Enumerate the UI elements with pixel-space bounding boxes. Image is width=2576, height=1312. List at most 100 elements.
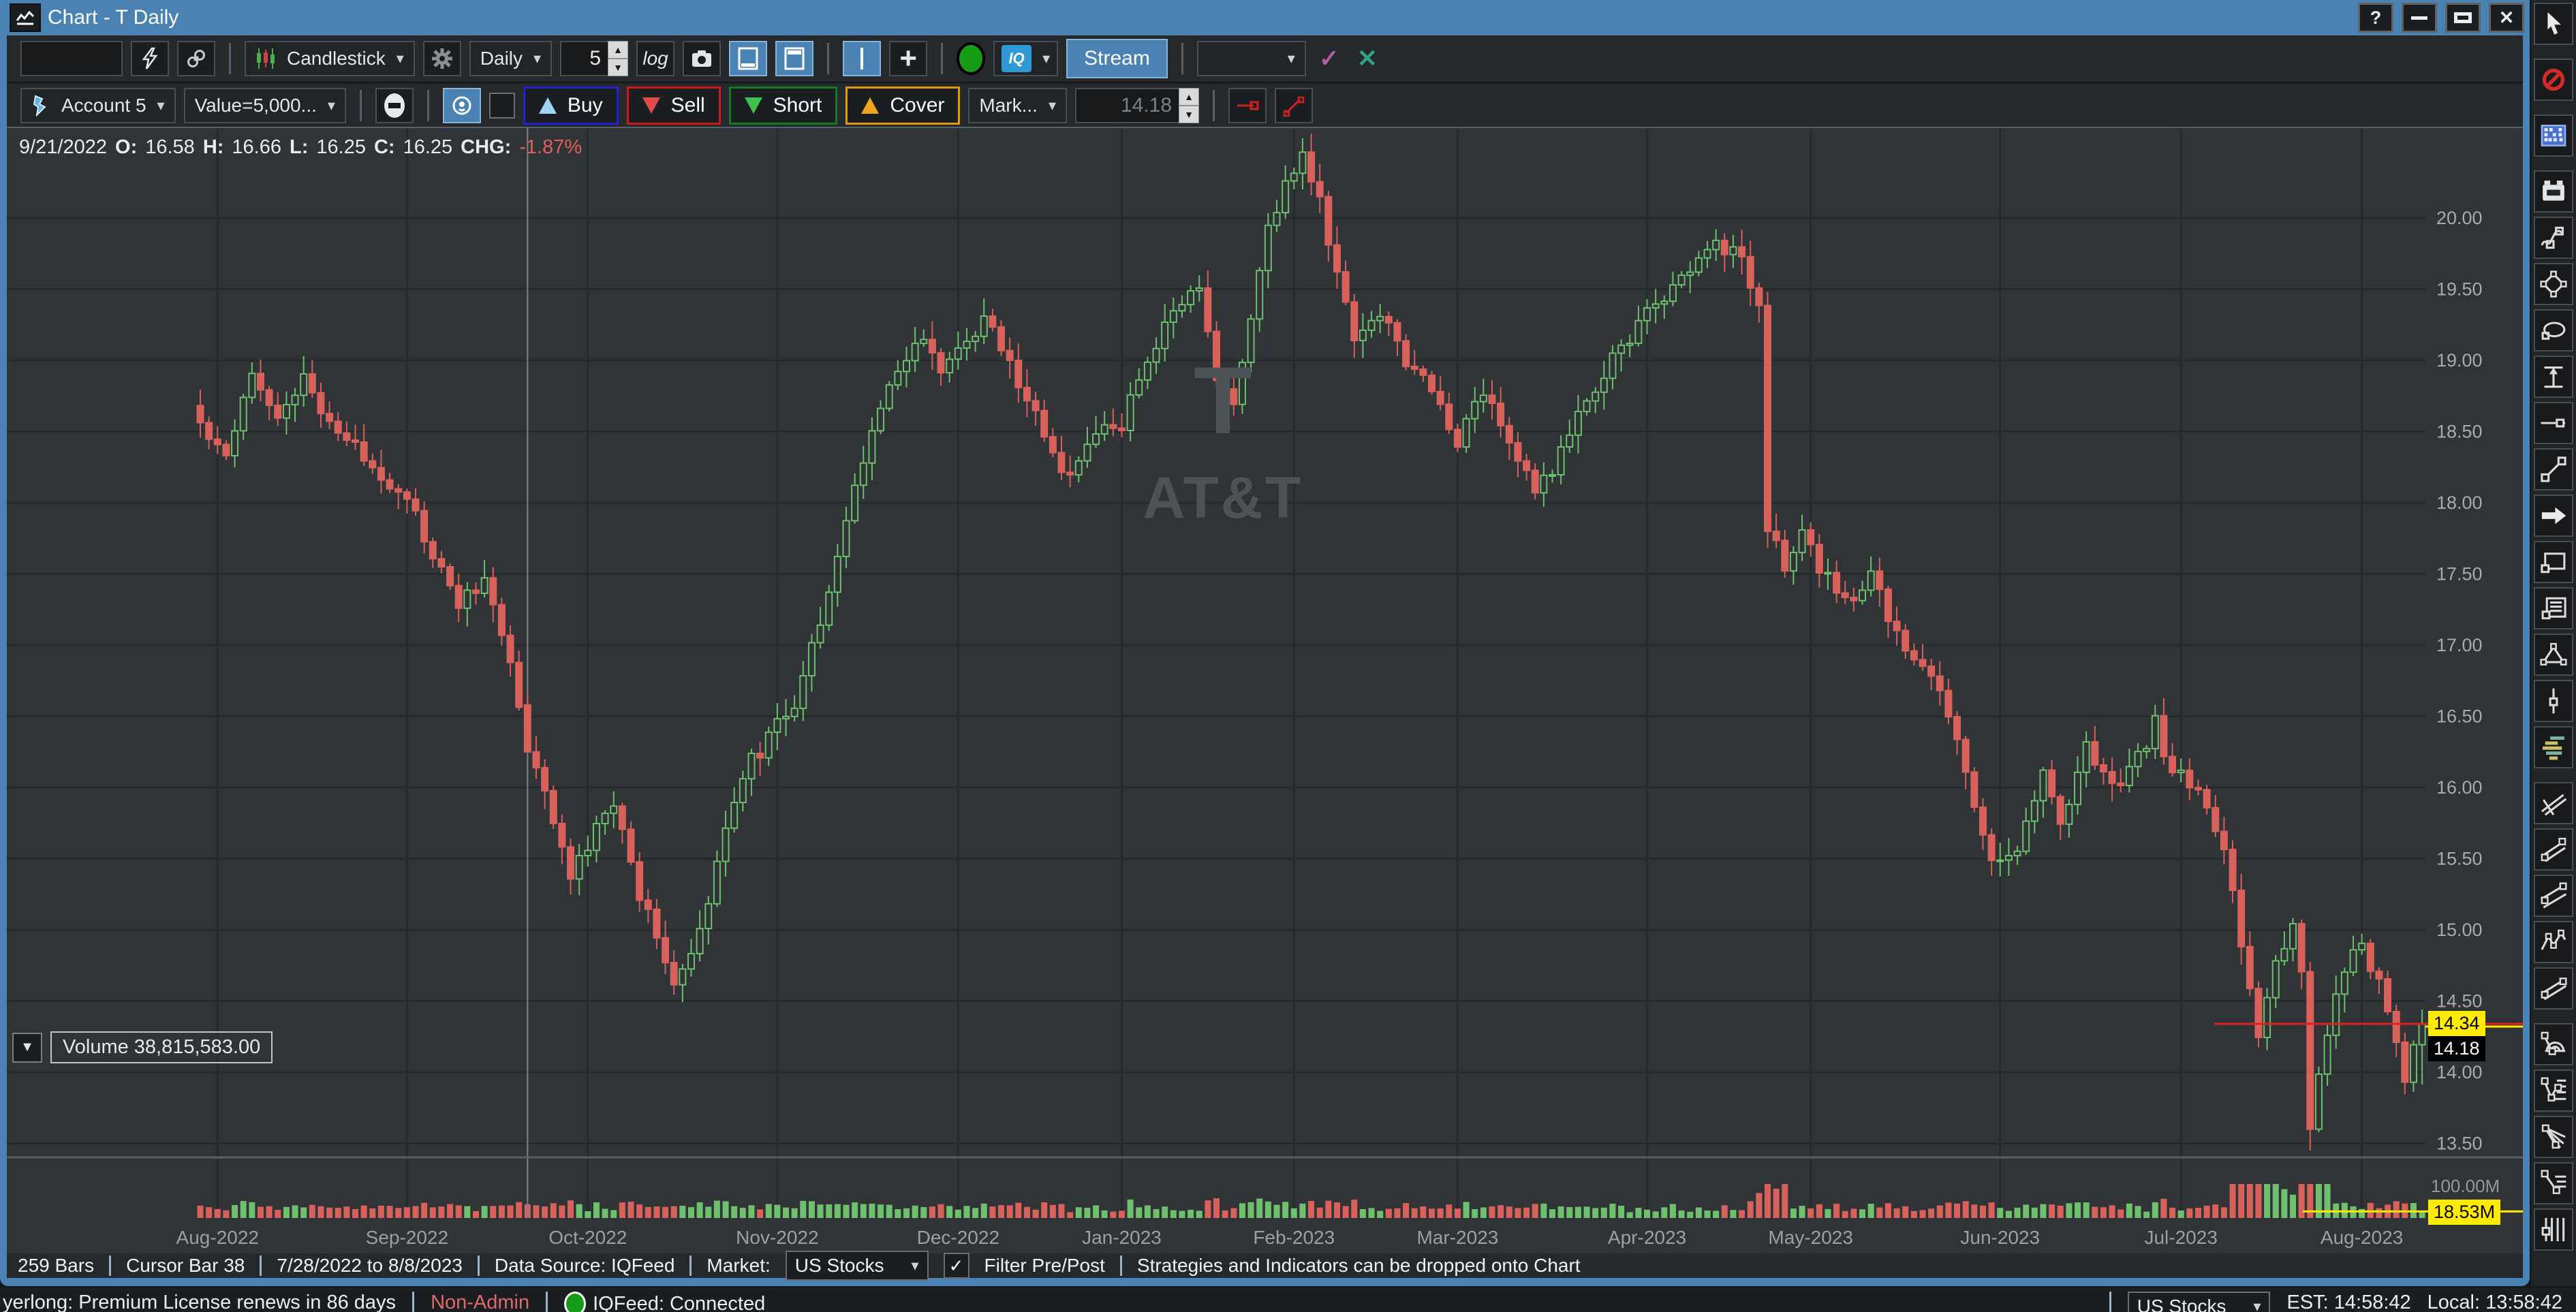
market-label: Market: (707, 1255, 771, 1276)
est-time: EST: 14:58:42 (2286, 1292, 2411, 1312)
divider (827, 43, 830, 74)
channel-tool[interactable] (2534, 967, 2573, 1010)
discard-button[interactable]: ✕ (1356, 44, 1378, 72)
arrow-tool[interactable] (2534, 495, 2573, 537)
polygon-tool[interactable] (2534, 263, 2573, 305)
chart-area[interactable]: 20.00 19.50 19.00 18.50 18.00 17.50 17.00 16.50… (7, 128, 2523, 1253)
position-size-dropdown[interactable]: Value=5,000... ▾ (183, 88, 346, 123)
close-button[interactable]: ✕ (2489, 3, 2524, 33)
svg-text:Mar-2023: Mar-2023 (1417, 1227, 1499, 1248)
main-toolbar: Candlestick ▾ Daily ▾ 5 ▲ ▼ log + (7, 35, 2523, 83)
vertical-cursor-icon (860, 48, 864, 69)
maximize-icon (2454, 12, 2472, 23)
diagonal-order-line-button[interactable] (1275, 88, 1314, 123)
ohlc-low-label: L: (290, 136, 309, 158)
trend-channel-tool[interactable] (2534, 875, 2573, 917)
vertical-line-tool[interactable] (2534, 680, 2573, 722)
log-scale-button[interactable]: log (636, 41, 675, 76)
ellipse-tool[interactable] (2534, 309, 2573, 352)
svg-text:18.50: 18.50 (2436, 422, 2483, 442)
order-line-icon (1237, 101, 1259, 110)
data-window-button[interactable] (775, 41, 814, 76)
sell-button[interactable]: Sell (626, 87, 721, 125)
symbol-input[interactable] (20, 41, 123, 76)
reload-button[interactable] (131, 41, 169, 76)
show-orders-button[interactable] (442, 88, 481, 123)
matrix-tool[interactable] (2534, 114, 2573, 157)
parallel-lines-icon (2541, 837, 2566, 862)
horizontal-order-line-button[interactable] (1228, 88, 1267, 123)
bars-spinner[interactable]: 5 ▲ ▼ (560, 41, 629, 76)
sell-arrow-icon (642, 97, 660, 114)
fib-timezones-tool[interactable] (2534, 1208, 2573, 1251)
short-button[interactable]: Short (728, 87, 838, 125)
triangle-tool[interactable] (2534, 634, 2573, 676)
flatten-button[interactable] (375, 88, 414, 123)
app-market-dropdown[interactable]: US Stocks ▾ (2127, 1292, 2271, 1312)
indicator-dropdown[interactable]: ▾ (1196, 41, 1306, 76)
rectangle-tool[interactable] (2534, 541, 2573, 583)
pointer-tool[interactable] (2534, 3, 2573, 45)
crosshair-button[interactable] (843, 41, 882, 76)
ohlc-readout: 9/21/2022 O: 16.58 H: 16.66 L: 16.25 C: 16.2… (19, 136, 582, 159)
market-dropdown[interactable]: US Stocks ▾ (785, 1251, 929, 1281)
spin-up-icon[interactable]: ▲ (608, 41, 629, 59)
ohlc-open-label: O: (115, 136, 138, 158)
datafeed-dropdown[interactable]: IQ ▾ (993, 41, 1059, 76)
parallel-lines-tool[interactable] (2534, 828, 2573, 871)
trendline-tool[interactable] (2534, 448, 2573, 490)
trade-checkbox[interactable] (488, 93, 515, 119)
spin-down-icon[interactable]: ▼ (608, 59, 629, 76)
fib-extension-tool[interactable] (2534, 1162, 2573, 1204)
link-button[interactable] (177, 41, 215, 76)
zigzag-tool[interactable] (2534, 921, 2573, 963)
cover-button[interactable]: Cover (845, 87, 961, 125)
ohlc-date: 9/21/2022 (19, 136, 108, 158)
chart-window-icon (10, 3, 41, 32)
minimize-button[interactable] (2402, 3, 2437, 33)
fib-retracement-tool[interactable] (2534, 1069, 2573, 1112)
battery-tool[interactable] (2534, 170, 2573, 213)
help-button[interactable]: ? (2358, 3, 2393, 33)
battery-icon (2543, 181, 2564, 201)
chevron-down-icon: ▾ (1042, 50, 1051, 67)
apply-button[interactable]: ✓ (1318, 44, 1339, 72)
maximize-button[interactable] (2445, 3, 2481, 33)
spin-up-icon[interactable]: ▲ (1179, 88, 1200, 106)
chevron-down-icon: ▾ (1287, 50, 1295, 67)
volume-pane-collapse-button[interactable]: ▼ (12, 1032, 42, 1063)
pitchfork-tool[interactable] (2534, 782, 2573, 824)
title-bar[interactable]: Chart - T Daily ? ✕ (0, 0, 2530, 35)
note-tool[interactable] (2534, 587, 2573, 629)
snapshot-button[interactable] (683, 41, 721, 76)
fib-fan-tool[interactable] (2534, 1116, 2573, 1158)
chart-settings-button[interactable] (422, 41, 461, 76)
divider (477, 1255, 480, 1276)
account-dropdown[interactable]: Account 5 ▾ (20, 88, 176, 123)
status-line-button[interactable] (729, 41, 768, 76)
horizontal-line-icon (2541, 418, 2566, 428)
timeframe-dropdown[interactable]: Daily ▾ (469, 41, 553, 76)
order-type-dropdown[interactable]: Mark... ▾ (968, 88, 1068, 123)
symbol-watermark: T AT&T (1070, 353, 1376, 532)
stream-button[interactable]: Stream (1066, 39, 1168, 78)
vertical-line-icon (2549, 688, 2558, 714)
divider (1119, 1255, 1122, 1276)
chart-type-dropdown[interactable]: Candlestick ▾ (245, 41, 415, 76)
license-text: yerlong: Premium License renews in 86 da… (3, 1292, 397, 1312)
expansion-tool[interactable] (2534, 356, 2573, 398)
ohlc-close: 16.25 (403, 136, 453, 158)
fib-arcs-tool[interactable] (2534, 1023, 2573, 1065)
filter-prepost-checkbox[interactable]: ✓ (943, 1253, 969, 1279)
buy-button[interactable]: Buy (523, 87, 619, 125)
pitchfork-icon (2541, 794, 2567, 816)
svg-text:Nov-2022: Nov-2022 (736, 1227, 818, 1248)
spin-down-icon[interactable]: ▼ (1179, 106, 1200, 123)
volume-profile-tool[interactable] (2534, 726, 2573, 768)
freehand-tool[interactable] (2534, 217, 2573, 259)
eraser-ban-tool[interactable] (2534, 59, 2573, 101)
add-button[interactable]: + (889, 41, 928, 76)
position-size-value: Value=5,000... (194, 95, 317, 116)
horizontal-line-tool[interactable] (2534, 402, 2573, 444)
order-price-spinner[interactable]: 14.18 ▲ ▼ (1075, 88, 1200, 123)
